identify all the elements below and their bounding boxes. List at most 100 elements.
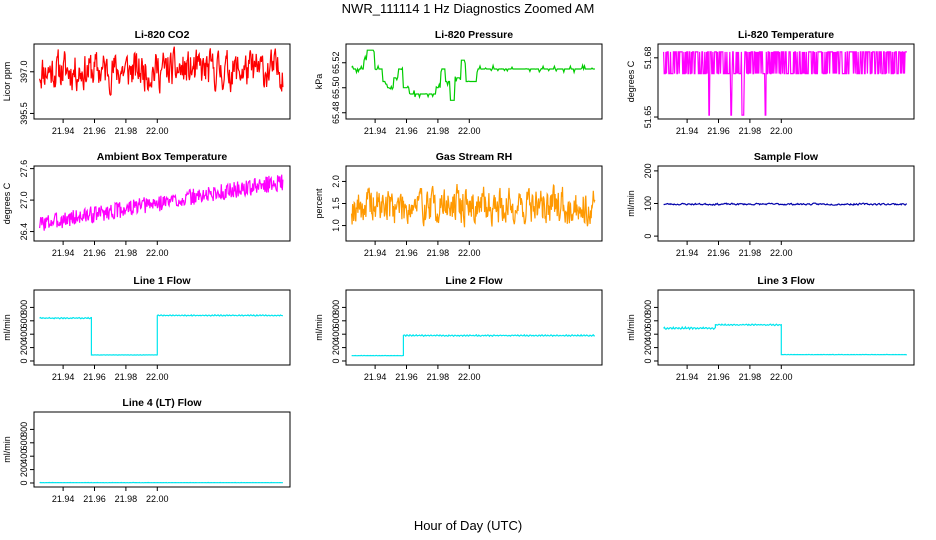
chart-title: Li-820 Temperature — [738, 29, 834, 41]
x-tick-label: 21.98 — [115, 372, 138, 382]
x-tick-label: 21.98 — [115, 248, 138, 258]
chart-title: Sample Flow — [754, 151, 819, 163]
x-tick-label: 21.96 — [83, 494, 106, 504]
series-line — [351, 49, 595, 101]
y-tick-label: 200 — [331, 340, 341, 355]
page-title: NWR_111114 1 Hz Diagnostics Zoomed AM — [341, 1, 595, 16]
y-tick-label: 400 — [643, 327, 653, 342]
y-tick-label: 200 — [19, 462, 29, 477]
series-line — [39, 174, 284, 231]
chart-li820-co2: Li-820 CO2 Licor ppm 395.5 397.0 21.94 21.96 2… — [2, 29, 291, 136]
chart-title: Line 1 Flow — [133, 275, 191, 287]
x-tick-label: 21.94 — [52, 126, 75, 136]
x-tick-label: 22.00 — [770, 126, 793, 136]
x-tick-label: 21.96 — [83, 126, 106, 136]
plot-frame — [657, 289, 915, 366]
y-tick-label: 65.52 — [331, 51, 341, 74]
y-axis-label: ml/min — [314, 314, 324, 341]
y-axis-label: ml/min — [2, 314, 12, 341]
plot-frame — [657, 43, 915, 120]
x-tick-label: 21.98 — [115, 494, 138, 504]
plot-frame — [33, 289, 291, 366]
x-tick-label: 21.96 — [395, 248, 418, 258]
x-tick-label: 22.00 — [770, 248, 793, 258]
x-tick-label: 21.94 — [364, 248, 387, 258]
series-line — [39, 46, 284, 97]
series-line — [663, 51, 907, 116]
y-tick-label: 200 — [643, 163, 653, 178]
x-tick-label: 22.00 — [458, 372, 481, 382]
x-tick-label: 21.96 — [707, 126, 730, 136]
x-tick-label: 21.98 — [739, 248, 762, 258]
x-tick-label: 21.94 — [52, 372, 75, 382]
chart-ambient-box-temperature: Ambient Box Temperature degrees C 26.4 27.0… — [2, 151, 291, 258]
y-tick-label: 51.65 — [643, 106, 653, 129]
y-tick-label: 0 — [19, 358, 29, 363]
x-tick-label: 22.00 — [458, 126, 481, 136]
chart-title: Line 3 Flow — [757, 275, 815, 287]
y-axis-label: kPa — [314, 74, 324, 90]
chart-gas-stream-rh: Gas Stream RH percent 1.0 1.5 2.0 21.94 21.96 2… — [314, 151, 603, 258]
y-tick-label: 600 — [19, 435, 29, 450]
y-axis-label: ml/min — [626, 190, 636, 217]
y-axis-label: Licor ppm — [2, 62, 12, 102]
plot-frame — [345, 165, 603, 242]
y-tick-label: 200 — [19, 340, 29, 355]
y-tick-label: 27.0 — [19, 191, 29, 209]
y-tick-label: 0 — [643, 234, 653, 239]
y-axis-label: ml/min — [2, 436, 12, 463]
plot-frame — [33, 43, 291, 120]
y-tick-label: 200 — [643, 340, 653, 355]
x-tick-label: 21.98 — [739, 126, 762, 136]
chart-title: Line 2 Flow — [445, 275, 503, 287]
x-axis-title: Hour of Day (UTC) — [413, 518, 523, 533]
y-axis-label: degrees C — [626, 60, 636, 102]
y-tick-label: 100 — [643, 196, 653, 211]
chart-li820-temperature: Li-820 Temperature degrees C 51.65 51.68 21.… — [626, 29, 915, 136]
x-tick-label: 22.00 — [146, 126, 169, 136]
chart-title: Line 4 (LT) Flow — [122, 397, 202, 409]
y-axis-label: degrees C — [2, 182, 12, 224]
x-tick-label: 21.94 — [676, 372, 699, 382]
y-tick-label: 397.0 — [19, 61, 29, 84]
x-tick-label: 21.98 — [739, 372, 762, 382]
y-tick-label: 1.0 — [331, 219, 341, 232]
plot-frame — [33, 411, 291, 488]
y-tick-label: 0 — [643, 358, 653, 363]
x-tick-label: 22.00 — [770, 372, 793, 382]
x-tick-label: 22.00 — [146, 494, 169, 504]
y-tick-label: 800 — [331, 300, 341, 315]
x-tick-label: 22.00 — [146, 372, 169, 382]
series-line — [39, 314, 284, 356]
y-tick-label: 0 — [331, 358, 341, 363]
y-tick-label: 395.5 — [19, 102, 29, 125]
x-tick-label: 21.96 — [83, 248, 106, 258]
y-tick-label: 600 — [643, 313, 653, 328]
series-line — [663, 202, 908, 206]
y-tick-label: 2.0 — [331, 175, 341, 188]
series-line — [351, 183, 596, 228]
x-tick-label: 21.94 — [52, 494, 75, 504]
x-tick-label: 21.98 — [427, 126, 450, 136]
x-tick-label: 21.96 — [395, 126, 418, 136]
y-tick-label: 65.48 — [331, 101, 341, 124]
y-tick-label: 400 — [19, 449, 29, 464]
y-tick-label: 600 — [19, 313, 29, 328]
x-tick-label: 21.96 — [707, 248, 730, 258]
x-tick-label: 21.94 — [52, 248, 75, 258]
y-tick-label: 800 — [19, 300, 29, 315]
y-tick-label: 800 — [19, 422, 29, 437]
x-tick-label: 21.96 — [83, 372, 106, 382]
x-tick-label: 21.94 — [676, 248, 699, 258]
y-tick-label: 1.5 — [331, 197, 341, 210]
x-tick-label: 21.96 — [707, 372, 730, 382]
x-tick-label: 21.98 — [115, 126, 138, 136]
series-line — [663, 323, 907, 356]
chart-li820-pressure: Li-820 Pressure kPa 65.48 65.50 65.52 21.94 21… — [314, 29, 603, 136]
x-tick-label: 21.98 — [427, 372, 450, 382]
y-tick-label: 51.68 — [643, 47, 653, 70]
x-tick-label: 21.94 — [676, 126, 699, 136]
